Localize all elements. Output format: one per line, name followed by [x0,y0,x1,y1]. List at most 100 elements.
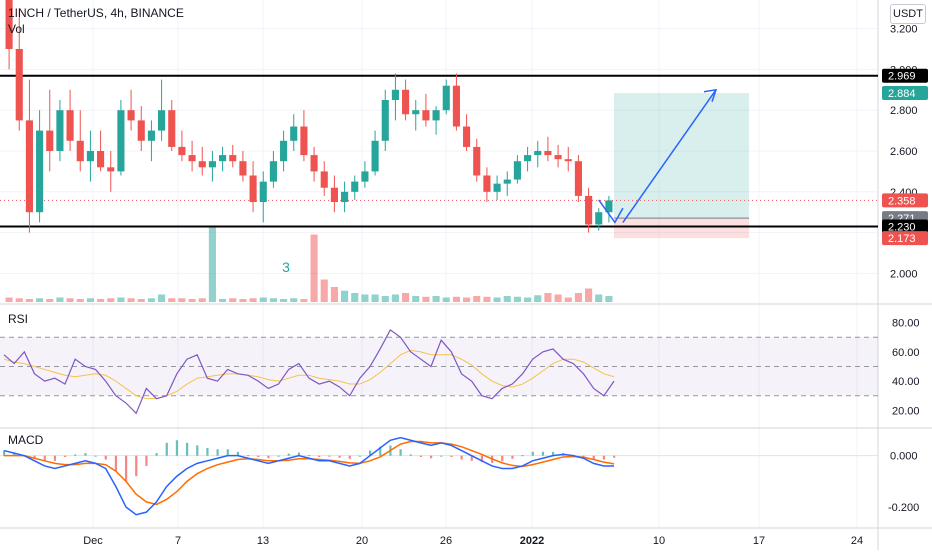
volume-bar [483,296,491,302]
volume-bar [452,296,460,302]
macd-histogram-bar [582,455,585,457]
macd-histogram-bar [114,455,118,472]
macd-histogram-bar [53,455,57,461]
candle-body [361,171,369,182]
volume-bar [463,297,471,302]
time-tick-label: 24 [851,535,863,547]
volume-bar [168,298,176,302]
macd-histogram-bar [216,449,219,456]
macd-histogram-bar [379,446,382,456]
volume-bar [391,294,399,302]
macd-histogram-bar [348,455,351,459]
macd-histogram-bar [552,451,555,456]
candle-body [330,187,338,203]
arrow-down-path [598,199,624,224]
last-price-badge-bg [882,193,928,208]
volume-bar [97,299,105,302]
macd-histogram-bar [369,450,372,456]
volume-bar [524,297,532,302]
symbol-title: 1INCH / TetherUS, 4h, BINANCE [8,6,184,20]
candle-body [371,140,379,172]
macd-histogram-bar [196,445,199,456]
macd-histogram-bar [460,455,463,460]
macd-histogram-bar [175,440,179,456]
macd-histogram-bar [450,455,453,457]
target-price-badge: 2.884 [888,88,916,100]
volume-bar [412,296,420,302]
candle-body [412,110,420,115]
macd-histogram-bar [409,454,412,456]
volume-bar [188,299,196,302]
candle-body [117,110,125,172]
candle-body [503,179,511,184]
volume-bar [127,298,135,302]
candle-body [483,175,491,192]
macd-histogram-bar [3,450,6,456]
candle-body [259,181,267,203]
volume-bar [46,299,54,302]
candle-body [269,161,277,182]
volume-bar [208,227,216,302]
volume-bar [178,298,186,302]
candle-body [107,167,115,172]
candle-body [56,110,64,151]
macd-histogram-bar [521,455,524,457]
currency-button[interactable]: USDT [890,4,926,24]
candle-body [473,146,481,176]
candle-body [97,151,105,168]
macd-histogram-bar [328,455,331,457]
rsi-tick-label: 20.00 [892,405,920,417]
volume-bar [86,298,94,302]
candle-body [198,161,206,168]
volume-bar [158,294,166,302]
candle-body [219,155,227,162]
volume-bar [554,294,562,302]
rsi-tick-label: 60.00 [892,347,920,359]
candle-body [534,151,542,156]
macd-histogram-bar [419,455,423,457]
candle-body [493,183,501,192]
volume-bar [36,298,44,302]
candle-body [86,151,94,162]
candle-body [320,171,328,188]
annotation-label[interactable]: 3 [282,259,290,275]
support-price-badge: 2.230 [888,222,916,234]
volume-bar [574,293,582,302]
volume-bar [5,297,13,302]
candle-body [46,130,54,151]
volume-bar [534,295,542,302]
candle-body [564,159,572,162]
time-tick-label: 10 [653,535,665,547]
macd-histogram-bar [145,455,148,466]
volume-bar [66,298,74,302]
volume-bar [564,297,572,302]
macd-histogram-bar [308,455,311,457]
candle-body [554,155,562,160]
macd-histogram-bar [399,449,402,456]
macd-histogram-bar [94,455,97,457]
candle-body [280,140,288,162]
macd-histogram-bar [125,455,128,482]
candle-body [300,126,308,156]
volume-bar [371,294,379,302]
macd-histogram-bar [74,454,77,456]
candle-body [66,110,74,141]
candle-body [605,200,613,213]
volume-bar [442,297,450,302]
macd-histogram-bar [277,455,280,457]
candle-body [432,110,440,121]
macd-histogram-bar [501,455,504,462]
macd-histogram-bar [287,453,290,456]
volume-bar [76,299,84,302]
macd-histogram-bar [613,455,616,458]
macd-histogram-bar [592,455,595,460]
target-zone [614,93,749,219]
volume-bar [219,299,227,302]
candle-body [422,110,430,121]
candle-body [229,155,237,162]
time-tick-label: Dec [83,535,103,547]
candle-body [127,110,135,121]
candle-body [463,126,471,147]
